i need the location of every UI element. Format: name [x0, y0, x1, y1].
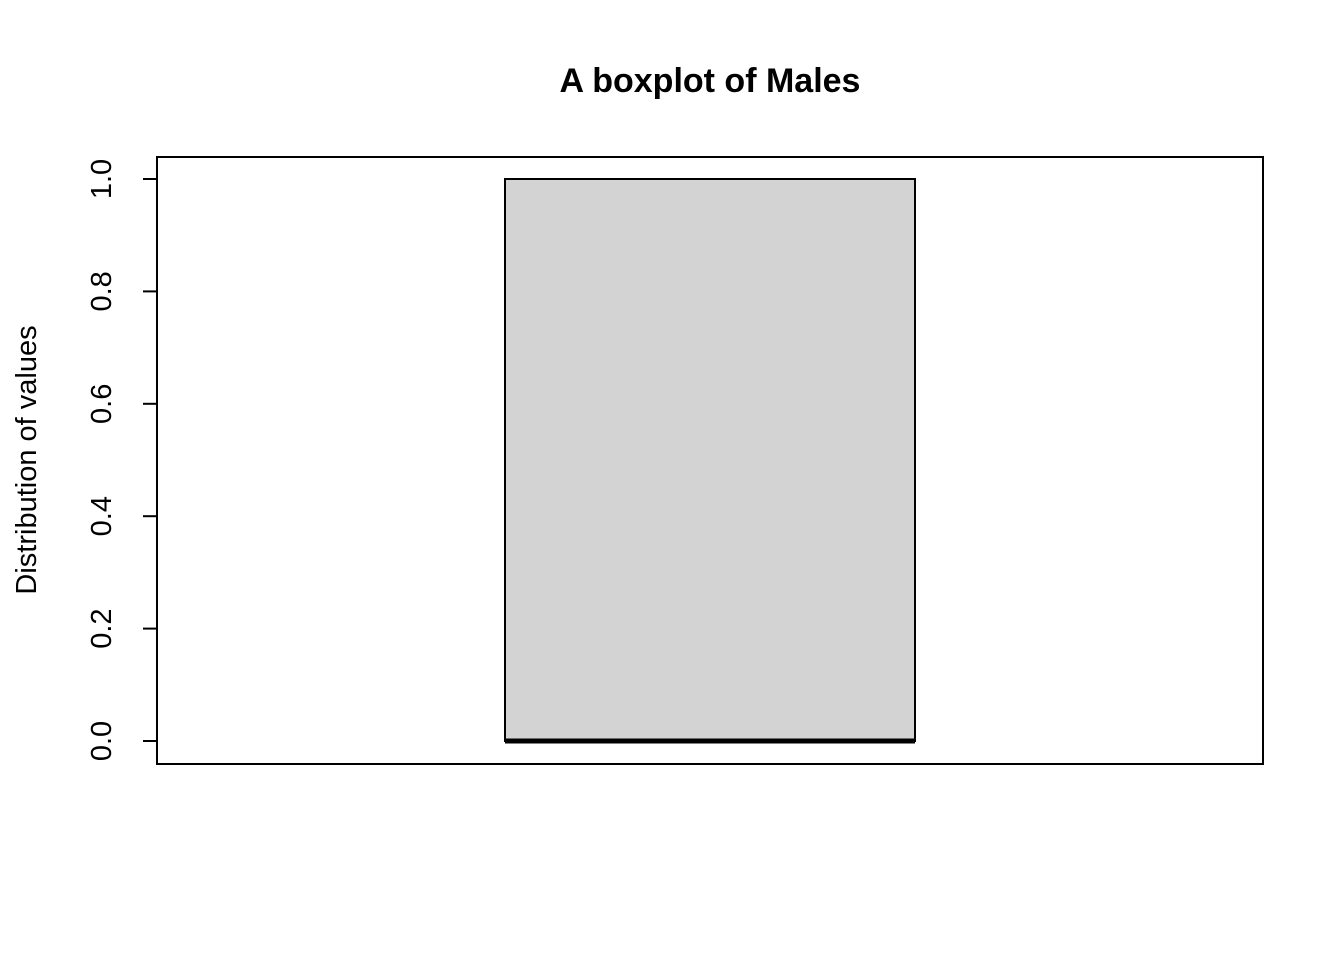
chart-title: A boxplot of Males	[560, 62, 861, 100]
y-tick-label: 0.8	[86, 271, 118, 311]
y-tick-label: 0.6	[86, 384, 118, 424]
y-tick-label: 0.4	[86, 496, 118, 536]
box-group	[504, 178, 916, 744]
y-axis-label: Distribution of values	[11, 325, 43, 594]
y-tick-label: 1.0	[86, 159, 118, 199]
box-body	[504, 178, 916, 742]
y-tick-label: 0.2	[86, 608, 118, 648]
y-tick-label: 0.0	[86, 721, 118, 761]
y-axis: 0.0 0.2 0.4 0.6 0.8 1.0	[86, 159, 158, 761]
